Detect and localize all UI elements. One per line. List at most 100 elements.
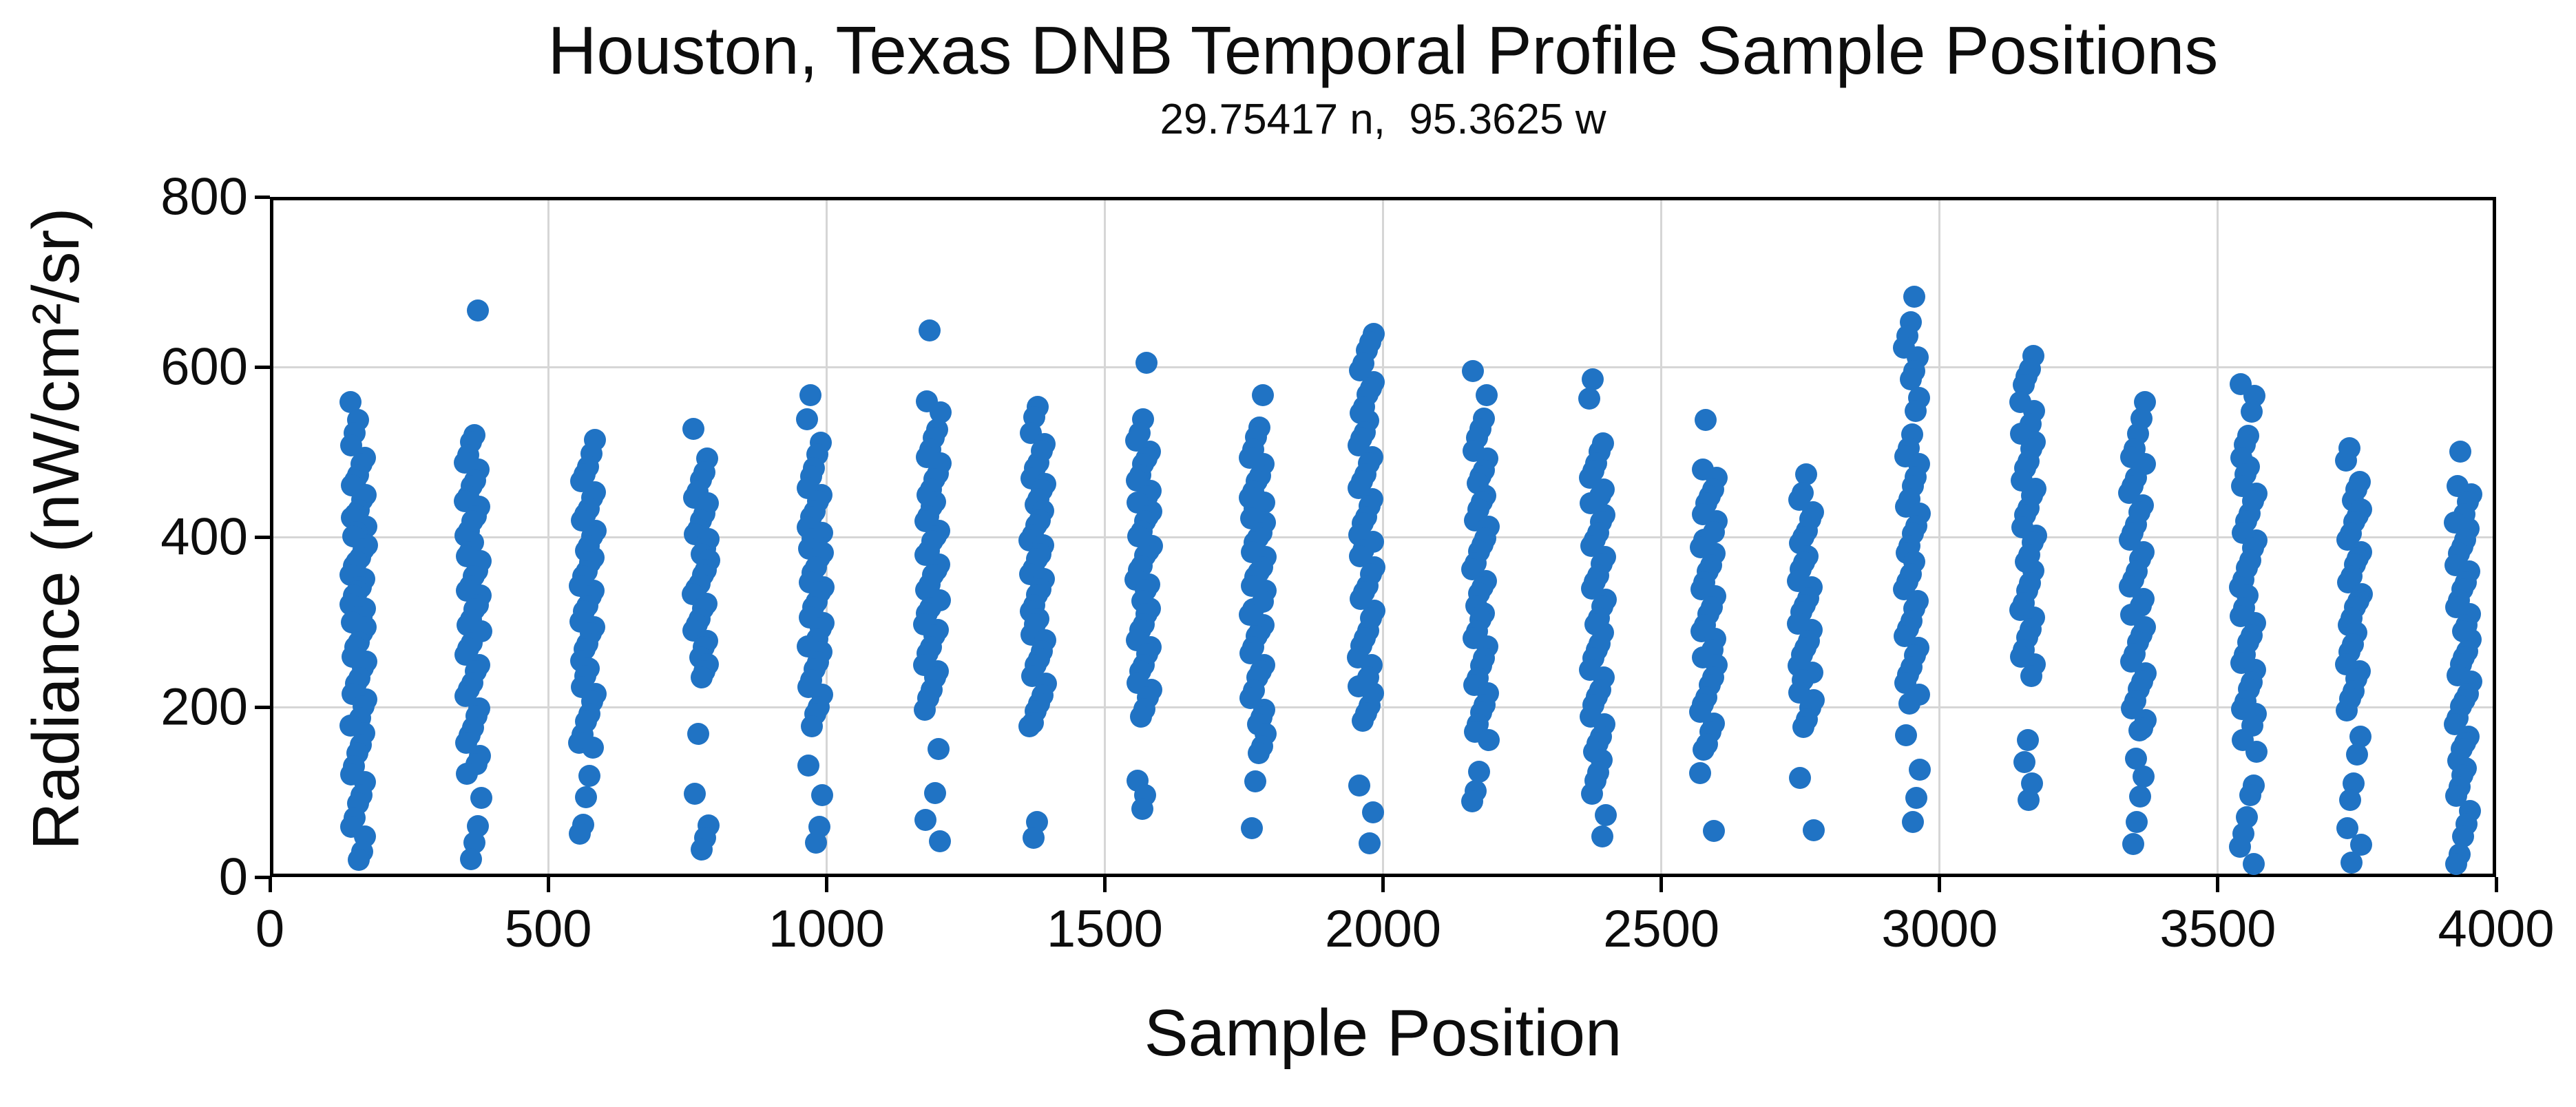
data-point: [1352, 710, 1374, 732]
data-point: [1475, 384, 1498, 407]
data-point: [1695, 409, 1717, 432]
data-point: [691, 666, 713, 689]
y-tick-label: 0: [218, 847, 248, 907]
data-point: [1905, 399, 1927, 422]
x-tick-mark: [2216, 877, 2220, 892]
data-point: [1240, 816, 1263, 839]
data-point: [2125, 811, 2148, 834]
data-point: [805, 831, 828, 854]
data-point: [799, 384, 822, 407]
data-point: [2245, 740, 2268, 763]
data-point: [2444, 853, 2467, 875]
data-point: [1594, 804, 1617, 827]
data-point: [1135, 351, 1158, 374]
x-tick-label: 2000: [1324, 900, 1442, 958]
data-point: [1023, 826, 1045, 849]
x-tick-mark: [1102, 877, 1107, 892]
y-tick-mark: [255, 705, 270, 709]
data-point: [1591, 825, 1613, 848]
data-point: [2334, 450, 2357, 472]
x-tick-mark: [546, 877, 550, 892]
data-point: [801, 715, 824, 737]
data-point: [1898, 692, 1921, 715]
data-point: [1788, 767, 1811, 790]
data-point: [1581, 368, 1604, 390]
data-point: [1689, 761, 1712, 784]
y-axis-title: Radiance (nW/cm²/sr): [19, 207, 93, 850]
data-point: [1461, 359, 1484, 382]
x-tick-mark: [1381, 877, 1385, 892]
data-point: [811, 783, 834, 806]
data-point: [928, 830, 951, 852]
x-tick-label: 1500: [1046, 900, 1163, 958]
x-tick-mark: [824, 877, 828, 892]
data-point: [691, 838, 713, 861]
data-point: [2243, 853, 2265, 875]
data-point: [2128, 786, 2151, 808]
data-point: [2239, 784, 2262, 807]
data-point: [1251, 384, 1274, 407]
data-point: [470, 786, 492, 809]
data-point: [1348, 774, 1371, 797]
data-point: [2335, 699, 2358, 722]
data-point: [2122, 833, 2144, 856]
data-point: [1129, 705, 1152, 728]
data-point: [1131, 798, 1153, 821]
h-gridline: [273, 366, 2493, 368]
data-point: [568, 823, 591, 845]
x-tick-label: 500: [504, 900, 592, 958]
x-tick-mark: [1659, 877, 1664, 892]
data-point: [796, 408, 819, 431]
data-point: [1477, 728, 1500, 751]
data-point: [1903, 286, 1926, 308]
x-tick-mark: [268, 877, 272, 892]
data-point: [2449, 440, 2471, 463]
data-point: [1693, 738, 1715, 761]
x-tick-label: 0: [255, 900, 285, 958]
x-axis-title: Sample Position: [1144, 996, 1622, 1070]
data-point: [1580, 782, 1603, 805]
data-point: [1247, 742, 1270, 765]
data-point: [1905, 787, 1928, 810]
data-point: [1467, 761, 1490, 783]
data-point: [927, 737, 950, 760]
data-point: [2128, 719, 2150, 742]
h-gridline: [273, 706, 2493, 708]
data-point: [1359, 832, 1381, 855]
y-tick-label: 200: [160, 677, 248, 737]
data-point: [2338, 788, 2361, 811]
x-tick-label: 2500: [1603, 900, 1720, 958]
x-tick-label: 1000: [768, 900, 885, 958]
x-tick-label: 4000: [2438, 900, 2555, 958]
data-point: [1909, 758, 1931, 781]
data-point: [574, 786, 597, 809]
x-tick-mark: [1938, 877, 1942, 892]
data-point: [467, 299, 489, 321]
data-point: [687, 723, 710, 746]
y-tick-label: 400: [160, 507, 248, 567]
y-tick-label: 600: [160, 337, 248, 397]
data-point: [460, 847, 482, 870]
x-tick-label: 3000: [1881, 900, 1998, 958]
data-point: [1900, 368, 1923, 390]
chart-title: Houston, Texas DNB Temporal Profile Samp…: [547, 12, 2219, 88]
data-point: [1802, 819, 1825, 842]
data-point: [2013, 750, 2036, 773]
data-point: [2018, 788, 2040, 811]
data-point: [1578, 388, 1600, 410]
data-point: [2345, 743, 2368, 766]
data-point: [918, 319, 941, 342]
data-point: [684, 783, 706, 805]
data-point: [923, 782, 946, 805]
data-point: [1460, 790, 1483, 812]
data-point: [682, 418, 705, 441]
data-point: [578, 764, 600, 787]
data-point: [1362, 801, 1385, 824]
y-tick-label: 800: [160, 167, 248, 226]
data-point: [913, 699, 936, 721]
data-point: [1902, 811, 1925, 834]
data-point: [2241, 400, 2263, 423]
data-point: [456, 762, 478, 785]
y-tick-mark: [255, 365, 270, 369]
